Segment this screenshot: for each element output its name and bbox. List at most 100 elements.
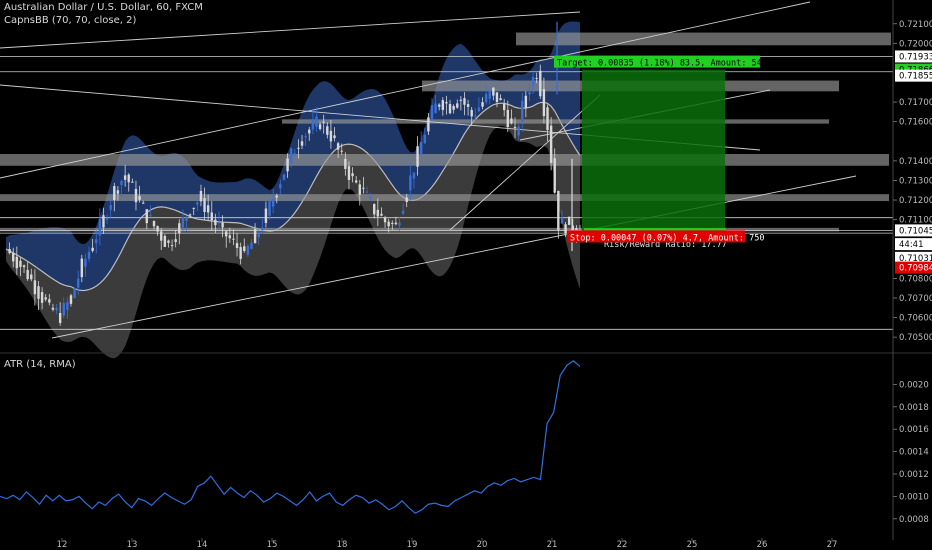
candle-body (477, 107, 481, 112)
price-tag-bg (895, 224, 932, 237)
candle-body (33, 280, 37, 295)
candle-body (517, 126, 520, 136)
candle-body (264, 208, 268, 223)
candle-body (401, 210, 405, 214)
candle-body (48, 299, 51, 303)
price-tick-label: 0.70500 (899, 333, 932, 343)
candle-body (308, 129, 311, 134)
price-tick-label: 0.71700 (899, 98, 932, 108)
price-tick-label: 0.70600 (899, 314, 932, 324)
price-tick-label: 0.71200 (899, 196, 932, 206)
price-tick-label: 0.72000 (899, 39, 932, 49)
candle-body (243, 246, 246, 251)
candle-body (438, 104, 441, 107)
candle-body (347, 166, 351, 180)
candle-body (564, 224, 567, 234)
candle-body (235, 243, 239, 249)
time-tick-label: 19 (407, 540, 418, 550)
time-tick-label: 15 (267, 540, 278, 550)
candle-body (12, 252, 15, 262)
candle-body (62, 302, 65, 316)
candle-body (474, 115, 477, 117)
candle-body (506, 109, 509, 127)
price-tick-label: 0.70984 (899, 264, 932, 274)
candle-body (163, 235, 167, 247)
candle-body (315, 116, 318, 127)
trend-line (449, 94, 601, 231)
candle-body (98, 219, 102, 236)
time-tick-label: 12 (57, 540, 68, 550)
candle-body (55, 308, 58, 311)
candle-body (434, 103, 437, 114)
price-tag-bg (895, 251, 932, 264)
atr-panel (0, 360, 581, 514)
time-tick-label: 14 (197, 540, 208, 550)
price-tick-label: 0.71933 (899, 52, 932, 62)
candle-body (419, 142, 423, 155)
candle-body (535, 77, 538, 79)
candle-body (369, 197, 372, 199)
candle-body (567, 216, 571, 225)
candle-body (405, 197, 408, 203)
candle-body (271, 198, 275, 207)
candle-body (344, 158, 347, 169)
price-tick-label: 0.71045 (899, 226, 932, 236)
candle-body (430, 105, 434, 120)
candle-body (546, 107, 549, 131)
candle-body (109, 205, 112, 210)
candle-body (297, 147, 300, 149)
candle-body (145, 209, 148, 224)
candle-body (37, 286, 40, 299)
candle-body (80, 258, 84, 278)
candle-body (351, 173, 354, 177)
chart-title: Australian Dollar / U.S. Dollar, 60, FXC… (4, 2, 203, 13)
profit-zone (572, 69, 725, 243)
candle-body (376, 209, 380, 217)
candle-body (481, 102, 484, 107)
candle-body (167, 240, 170, 243)
candle-body (354, 180, 358, 183)
candle-body (221, 222, 224, 228)
candle-body (261, 227, 264, 231)
candle-body (470, 109, 473, 117)
candle-body (409, 175, 412, 191)
price-tick-label: 0.71400 (899, 157, 932, 167)
candle-body (383, 217, 387, 223)
candlesticks (8, 21, 582, 326)
candle-body (228, 235, 232, 239)
candle-body (91, 247, 94, 251)
candle-body (156, 226, 159, 232)
target-zone (582, 69, 725, 234)
candle-body (423, 134, 426, 144)
candle-body (510, 118, 513, 124)
time-tick-label: 18 (337, 540, 348, 550)
candle-body (134, 188, 138, 203)
price-tag-bg (895, 238, 932, 251)
candle-body (232, 238, 235, 240)
price-tag-bg (895, 50, 932, 63)
candle-body (138, 196, 141, 200)
candle-body (322, 121, 325, 123)
candle-body (102, 215, 105, 228)
candle-body (387, 221, 390, 227)
candle-body (282, 174, 286, 180)
candle-body (492, 87, 495, 96)
candle-body (66, 302, 69, 310)
candle-body (293, 153, 297, 156)
candle-body (170, 245, 174, 247)
atr-tick-label: 0.0020 (899, 380, 929, 390)
candle-body (116, 190, 120, 194)
candle-body (358, 184, 361, 195)
candle-body (441, 100, 445, 110)
candle-body (178, 223, 181, 234)
stop-label: Stop: 0.00047 (0.07%) 4.7, Amount: 750 (570, 233, 764, 243)
atr-tick-label: 0.0012 (899, 470, 929, 480)
candle-body (456, 103, 459, 108)
price-tick-label: 0.72100 (899, 20, 932, 30)
price-tick-label: 0.71600 (899, 118, 932, 128)
candle-body (365, 191, 369, 193)
candle-body (448, 104, 452, 114)
candle-body (326, 126, 329, 135)
